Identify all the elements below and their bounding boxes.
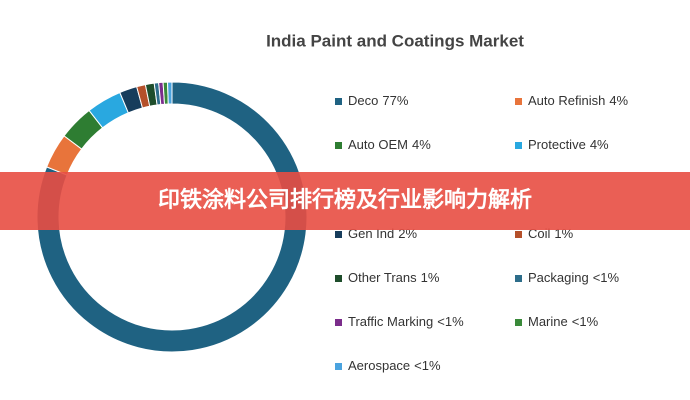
donut-slice xyxy=(167,81,173,105)
legend-swatch xyxy=(515,231,522,238)
legend-label: Marine <1% xyxy=(528,314,599,329)
legend-value: <1% xyxy=(593,270,620,285)
legend-value: 1% xyxy=(554,226,573,241)
legend-label: Auto OEM 4% xyxy=(348,137,431,152)
legend-label: Coil 1% xyxy=(528,226,574,241)
legend-swatch xyxy=(335,231,342,238)
legend-swatch xyxy=(335,275,342,282)
legend-swatch xyxy=(335,98,342,105)
legend-value: 77% xyxy=(382,93,408,108)
legend-label: Gen Ind 2% xyxy=(348,226,417,241)
legend: Deco 77% Auto Refinish 4%Auto OEM 4% Protecti… xyxy=(335,93,629,373)
legend-label: Aerospace <1% xyxy=(348,358,441,373)
legend-name: Packaging xyxy=(528,270,589,285)
legend-name: Auto OEM xyxy=(348,137,408,152)
legend-label: Traffic Marking <1% xyxy=(348,314,464,329)
legend-value: <1% xyxy=(437,314,464,329)
legend-name: Aerospace xyxy=(348,358,410,373)
banner-background xyxy=(0,172,690,230)
legend-name: Other Trans xyxy=(348,270,417,285)
legend-value: <1% xyxy=(572,314,599,329)
legend-label: Other Trans 1% xyxy=(348,270,440,285)
legend-name: Marine xyxy=(528,314,568,329)
legend-swatch xyxy=(515,319,522,326)
legend-swatch xyxy=(515,142,522,149)
chart-title: India Paint and Coatings Market xyxy=(266,31,524,50)
legend-swatch xyxy=(335,363,342,370)
legend-value: 4% xyxy=(590,137,609,152)
legend-swatch xyxy=(515,275,522,282)
legend-value: 4% xyxy=(609,93,628,108)
legend-swatch xyxy=(335,142,342,149)
legend-value: 2% xyxy=(398,226,417,241)
legend-value: 1% xyxy=(421,270,440,285)
legend-value: 4% xyxy=(412,137,431,152)
legend-label: Packaging <1% xyxy=(528,270,620,285)
legend-name: Traffic Marking xyxy=(348,314,433,329)
legend-value: <1% xyxy=(414,358,441,373)
legend-label: Auto Refinish 4% xyxy=(528,93,629,108)
legend-name: Coil xyxy=(528,226,551,241)
legend-swatch xyxy=(335,319,342,326)
legend-name: Auto Refinish xyxy=(528,93,605,108)
legend-swatch xyxy=(515,98,522,105)
legend-name: Gen Ind xyxy=(348,226,394,241)
legend-label: Deco 77% xyxy=(348,93,409,108)
legend-label: Protective 4% xyxy=(528,137,609,152)
legend-name: Deco xyxy=(348,93,378,108)
banner-text: 印铁涂料公司排行榜及行业影响力解析 xyxy=(158,187,532,212)
legend-name: Protective xyxy=(528,137,586,152)
donut xyxy=(36,81,308,353)
